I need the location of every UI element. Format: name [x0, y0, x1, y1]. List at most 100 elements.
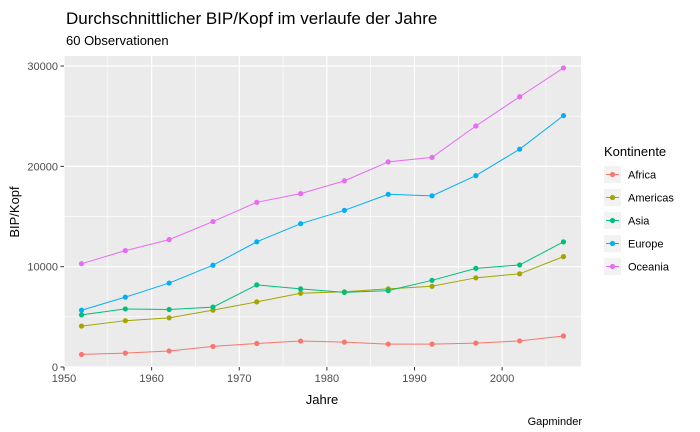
- data-point-europe: [385, 191, 391, 197]
- series-points: [78, 65, 567, 358]
- legend-key-point: [609, 171, 616, 178]
- data-point-oceania: [517, 94, 523, 100]
- grid-major: [63, 56, 581, 368]
- data-point-americas: [517, 271, 523, 277]
- x-tick-labels: 1950 1960 1970 1980 1990 2000: [52, 373, 515, 385]
- data-point-africa: [341, 339, 348, 345]
- data-point-oceania: [560, 65, 567, 71]
- legend-label-europe: Europe: [628, 239, 663, 251]
- legend: Kontinente Africa Americas Asia Europe Ocean…: [604, 144, 674, 275]
- x-tick-label: 1950: [52, 373, 76, 385]
- data-point-oceania: [210, 218, 216, 225]
- data-point-africa: [517, 338, 523, 344]
- data-point-asia: [78, 312, 85, 318]
- data-point-americas: [429, 283, 435, 289]
- data-point-asia: [254, 282, 260, 288]
- data-point-europe: [254, 239, 260, 245]
- data-point-africa: [122, 350, 128, 356]
- x-tick-label: 1980: [315, 373, 339, 385]
- series-line-americas: [81, 256, 564, 327]
- data-point-europe: [560, 113, 567, 119]
- y-tick-labels: 0 10000 20000 30000: [27, 61, 58, 374]
- legend-item-europe: Europe: [604, 235, 663, 252]
- data-point-asia: [166, 306, 172, 313]
- data-point-europe: [210, 262, 216, 268]
- data-point-africa: [473, 340, 479, 346]
- data-point-asia: [210, 304, 216, 310]
- series-lines: [81, 67, 564, 355]
- legend-key-point: [609, 194, 616, 201]
- data-point-oceania: [166, 237, 172, 243]
- legend-items: Africa Americas Asia Europe Oceania: [604, 166, 674, 275]
- data-point-oceania: [78, 261, 85, 267]
- data-point-asia: [473, 265, 479, 271]
- data-point-americas: [78, 323, 85, 329]
- x-tick-label: 1990: [402, 373, 426, 385]
- data-point-americas: [122, 318, 128, 324]
- y-axis-title: BIP/Kopf: [7, 186, 22, 238]
- legend-item-asia: Asia: [604, 212, 650, 229]
- data-point-oceania: [122, 248, 128, 254]
- chart-subtitle: 60 Observationen: [66, 33, 169, 48]
- data-point-asia: [385, 288, 391, 294]
- series-line-africa: [81, 335, 564, 355]
- data-point-africa: [297, 338, 304, 344]
- x-tick-label: 1960: [139, 373, 163, 385]
- legend-item-americas: Americas: [604, 189, 674, 206]
- data-point-oceania: [341, 178, 348, 184]
- data-point-asia: [341, 289, 348, 296]
- x-tick-label: 1970: [227, 373, 251, 385]
- series-line-europe: [81, 115, 564, 311]
- data-point-americas: [166, 315, 172, 321]
- legend-key-point: [609, 263, 616, 270]
- data-point-asia: [429, 277, 435, 283]
- data-point-americas: [254, 299, 260, 305]
- legend-key-point: [609, 217, 616, 224]
- data-point-europe: [297, 221, 304, 227]
- y-tick-label: 10000: [27, 262, 58, 274]
- legend-item-africa: Africa: [604, 166, 657, 183]
- data-point-americas: [560, 254, 567, 260]
- axis-ticks: [60, 65, 503, 371]
- y-tick-label: 30000: [27, 61, 58, 73]
- grid-minor: [64, 56, 581, 367]
- data-point-americas: [473, 275, 479, 281]
- legend-label-americas: Americas: [628, 193, 674, 205]
- plot-panel: [64, 56, 581, 367]
- data-point-asia: [122, 306, 128, 312]
- data-point-europe: [341, 207, 348, 213]
- legend-item-oceania: Oceania: [604, 258, 670, 275]
- data-point-europe: [166, 280, 172, 286]
- data-point-africa: [385, 341, 391, 347]
- data-point-europe: [517, 146, 523, 152]
- data-point-oceania: [429, 154, 435, 160]
- data-point-americas: [297, 290, 304, 296]
- data-point-oceania: [385, 159, 391, 165]
- data-point-asia: [560, 239, 567, 245]
- data-point-oceania: [473, 123, 479, 129]
- data-point-africa: [429, 341, 435, 347]
- data-point-africa: [254, 340, 260, 347]
- legend-label-africa: Africa: [628, 170, 657, 182]
- data-point-asia: [297, 286, 304, 292]
- data-point-europe: [122, 294, 128, 300]
- data-point-africa: [560, 333, 567, 339]
- y-tick-label: 0: [52, 362, 58, 374]
- series-line-oceania: [81, 67, 564, 265]
- data-point-africa: [210, 343, 216, 350]
- legend-key-point: [609, 240, 616, 247]
- data-point-oceania: [254, 199, 260, 205]
- data-point-africa: [78, 351, 85, 358]
- data-point-oceania: [297, 191, 304, 197]
- chart-title: Durchschnittlicher BIP/Kopf im verlaufe …: [66, 9, 437, 28]
- data-point-europe: [473, 173, 479, 179]
- x-axis-title: Jahre: [306, 392, 339, 407]
- series-line-asia: [81, 241, 564, 316]
- legend-title: Kontinente: [604, 144, 666, 159]
- data-point-europe: [78, 307, 85, 313]
- y-tick-label: 20000: [27, 161, 58, 173]
- x-tick-label: 2000: [490, 373, 514, 385]
- data-point-europe: [429, 193, 435, 199]
- data-point-africa: [166, 348, 172, 354]
